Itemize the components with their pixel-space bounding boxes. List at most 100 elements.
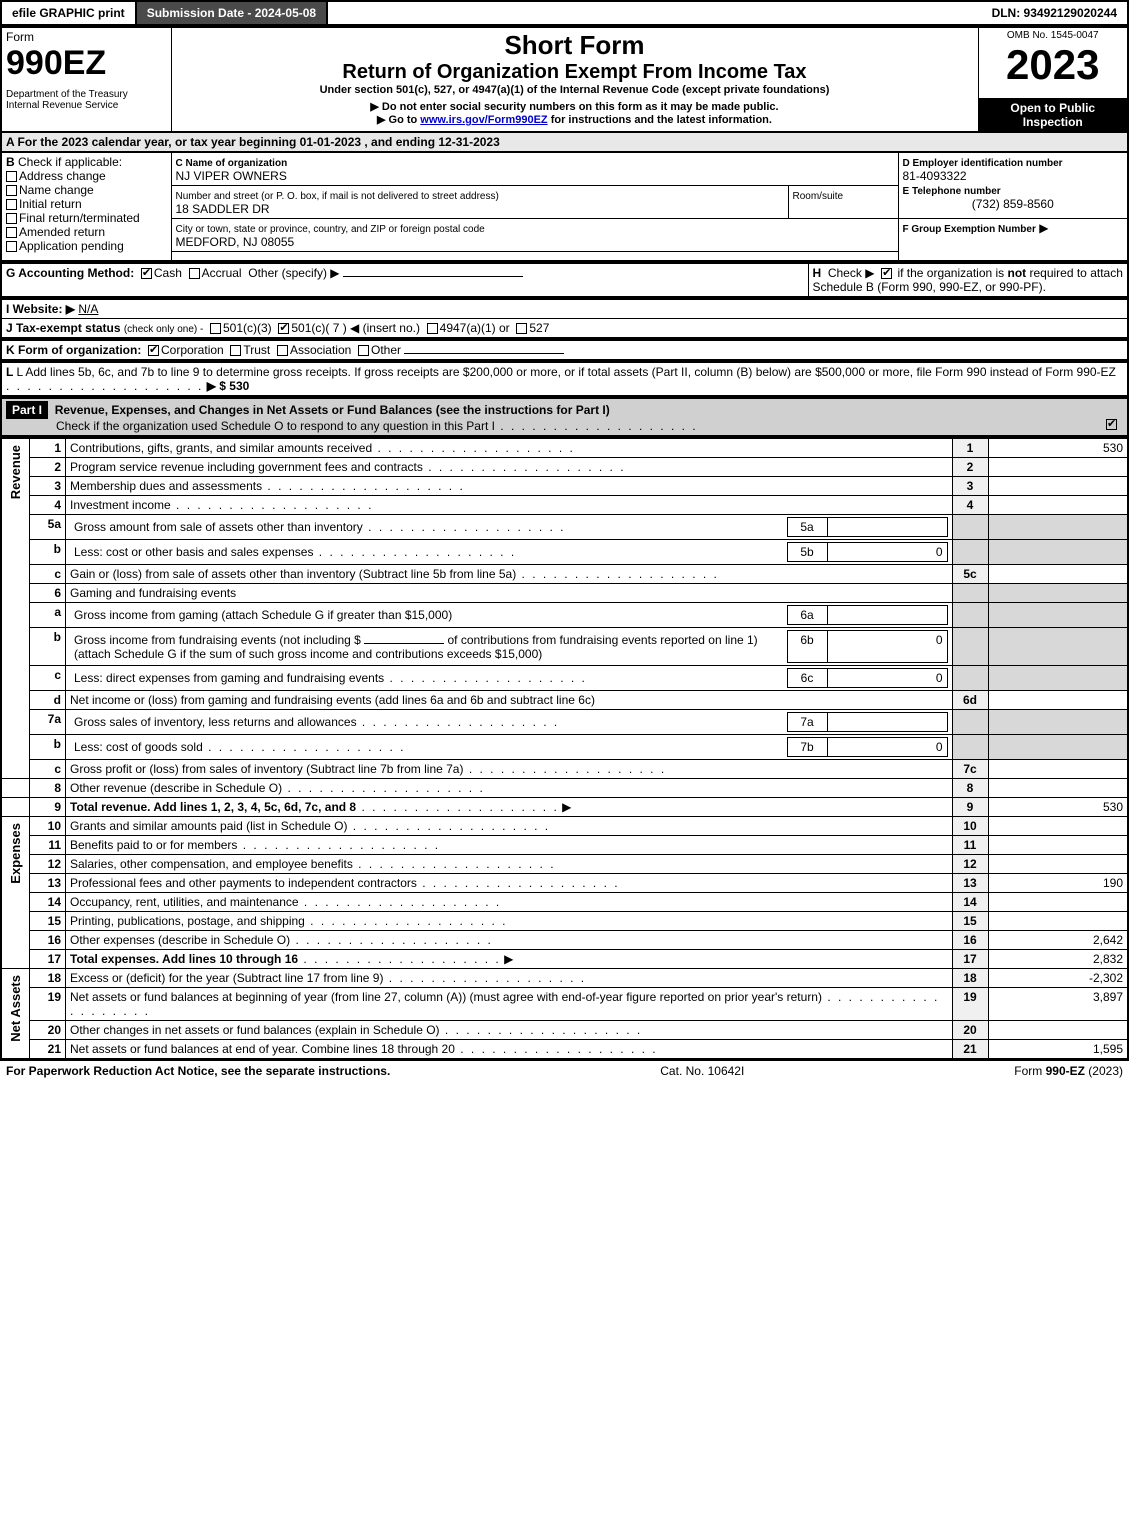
- line-7c-val: [988, 760, 1128, 779]
- line-6b-sub: 6b: [787, 631, 827, 663]
- line-6a-text: Gross income from gaming (attach Schedul…: [74, 608, 452, 622]
- checkbox-application-pending[interactable]: [6, 241, 17, 252]
- line-1-num: 1: [30, 438, 66, 458]
- line-6c-text: Less: direct expenses from gaming and fu…: [74, 671, 384, 685]
- page-footer: For Paperwork Reduction Act Notice, see …: [0, 1060, 1129, 1081]
- line-18-text: Excess or (deficit) for the year (Subtra…: [70, 971, 383, 985]
- line-21-num: 21: [30, 1040, 66, 1060]
- tax-year: 2023: [983, 41, 1124, 89]
- line-17-col: 17: [952, 950, 988, 969]
- checkbox-initial-return[interactable]: [6, 199, 17, 210]
- checkbox-name-change[interactable]: [6, 185, 17, 196]
- section-d-label: D Employer identification number: [903, 158, 1063, 169]
- section-k-label: K Form of organization:: [6, 343, 141, 357]
- opt-name-change: Name change: [19, 183, 94, 197]
- line-17-text: Total expenses. Add lines 10 through 16: [70, 952, 298, 966]
- checkbox-4947a1[interactable]: [427, 323, 438, 334]
- section-i-label: I Website: ▶: [6, 302, 75, 316]
- line-7a-subval: [827, 713, 947, 732]
- line-5a-text: Gross amount from sale of assets other t…: [74, 520, 363, 534]
- checkbox-527[interactable]: [516, 323, 527, 334]
- line-19-col: 19: [952, 988, 988, 1021]
- submission-date-badge: Submission Date - 2024-05-08: [137, 2, 328, 24]
- open-to-public-badge: Open to Public Inspection: [978, 98, 1128, 132]
- line-7b-sub: 7b: [787, 738, 827, 757]
- line-2-col: 2: [952, 458, 988, 477]
- expenses-sidelabel: Expenses: [6, 819, 25, 888]
- line-21-col: 21: [952, 1040, 988, 1060]
- opt-address-change: Address change: [19, 169, 106, 183]
- opt-other-org: Other: [371, 343, 401, 357]
- line-5a-num: 5a: [30, 515, 66, 540]
- form-number: 990EZ: [6, 44, 167, 83]
- checkbox-final-return[interactable]: [6, 213, 17, 224]
- h-not: not: [1008, 266, 1027, 280]
- title-short-form: Short Form: [176, 30, 974, 61]
- section-j-label: J Tax-exempt status: [6, 321, 121, 335]
- gross-receipts-block: L L Add lines 5b, 6c, and 7b to line 9 t…: [0, 361, 1129, 397]
- opt-final-return: Final return/terminated: [19, 211, 140, 225]
- line-13-text: Professional fees and other payments to …: [70, 876, 417, 890]
- opt-accrual: Accrual: [202, 266, 242, 280]
- line-6b-text1: Gross income from fundraising events (no…: [74, 633, 361, 647]
- checkbox-address-change[interactable]: [6, 171, 17, 182]
- line-17-num: 17: [30, 950, 66, 969]
- irs-link[interactable]: www.irs.gov/Form990EZ: [420, 114, 547, 126]
- opt-4947a1: 4947(a)(1) or: [440, 321, 510, 335]
- accounting-method-block: G Accounting Method: Cash Accrual Other …: [0, 262, 1129, 298]
- checkbox-cash[interactable]: [141, 268, 152, 279]
- line-2-val: [988, 458, 1128, 477]
- checkbox-schedule-o-part1[interactable]: [1106, 419, 1117, 430]
- section-e-label: E Telephone number: [903, 186, 1001, 197]
- line-13-val: 190: [988, 874, 1128, 893]
- line-20-col: 20: [952, 1021, 988, 1040]
- line-8-num: 8: [30, 779, 66, 798]
- dept-label: Department of the Treasury Internal Reve…: [6, 89, 167, 111]
- opt-trust: Trust: [243, 343, 270, 357]
- checkbox-501c3[interactable]: [210, 323, 221, 334]
- part1-badge: Part I: [6, 401, 48, 419]
- part1-title: Revenue, Expenses, and Changes in Net As…: [55, 403, 610, 417]
- telephone: (732) 859-8560: [903, 197, 1124, 211]
- line-10-text: Grants and similar amounts paid (list in…: [70, 819, 347, 833]
- checkbox-association[interactable]: [277, 345, 288, 356]
- line-20-num: 20: [30, 1021, 66, 1040]
- section-b-label: B: [6, 155, 15, 169]
- line-4-text: Investment income: [70, 498, 171, 512]
- checkbox-501c[interactable]: [278, 323, 289, 334]
- efile-print-button[interactable]: efile GRAPHIC print: [2, 2, 137, 24]
- line-7b-num: b: [30, 735, 66, 760]
- line-5b-subval: 0: [827, 543, 947, 562]
- line-12-num: 12: [30, 855, 66, 874]
- city-state-zip: MEDFORD, NJ 08055: [176, 235, 295, 249]
- line-7c-col: 7c: [952, 760, 988, 779]
- line-5b-text: Less: cost or other basis and sales expe…: [74, 545, 313, 559]
- line-6b-subval: 0: [827, 631, 947, 663]
- line-11-col: 11: [952, 836, 988, 855]
- opt-cash: Cash: [154, 266, 182, 280]
- line-16-val: 2,642: [988, 931, 1128, 950]
- line-7b-subval: 0: [827, 738, 947, 757]
- line-6d-num: d: [30, 691, 66, 710]
- netassets-sidelabel: Net Assets: [6, 971, 25, 1046]
- checkbox-accrual[interactable]: [189, 268, 200, 279]
- opt-corporation: Corporation: [161, 343, 224, 357]
- line-8-col: 8: [952, 779, 988, 798]
- checkbox-schedule-b-not-required[interactable]: [881, 268, 892, 279]
- checkbox-other-org[interactable]: [358, 345, 369, 356]
- line-9-col: 9: [952, 798, 988, 817]
- line-6-text: Gaming and fundraising events: [70, 586, 236, 600]
- checkbox-trust[interactable]: [230, 345, 241, 356]
- section-a-period: A For the 2023 calendar year, or tax yea…: [0, 133, 1129, 151]
- room-suite-label: Room/suite: [793, 191, 844, 202]
- h-text2: if the organization is: [897, 266, 1007, 280]
- street-address: 18 SADDLER DR: [176, 202, 270, 216]
- checkbox-corporation[interactable]: [148, 345, 159, 356]
- ein: 81-4093322: [903, 169, 967, 183]
- line-9-text: Total revenue. Add lines 1, 2, 3, 4, 5c,…: [70, 800, 356, 814]
- line-19-text: Net assets or fund balances at beginning…: [70, 990, 822, 1004]
- ssn-warning: Do not enter social security numbers on …: [176, 100, 974, 113]
- line-6c-subval: 0: [827, 669, 947, 688]
- part1-lines: Revenue 1 Contributions, gifts, grants, …: [0, 437, 1129, 1060]
- checkbox-amended-return[interactable]: [6, 227, 17, 238]
